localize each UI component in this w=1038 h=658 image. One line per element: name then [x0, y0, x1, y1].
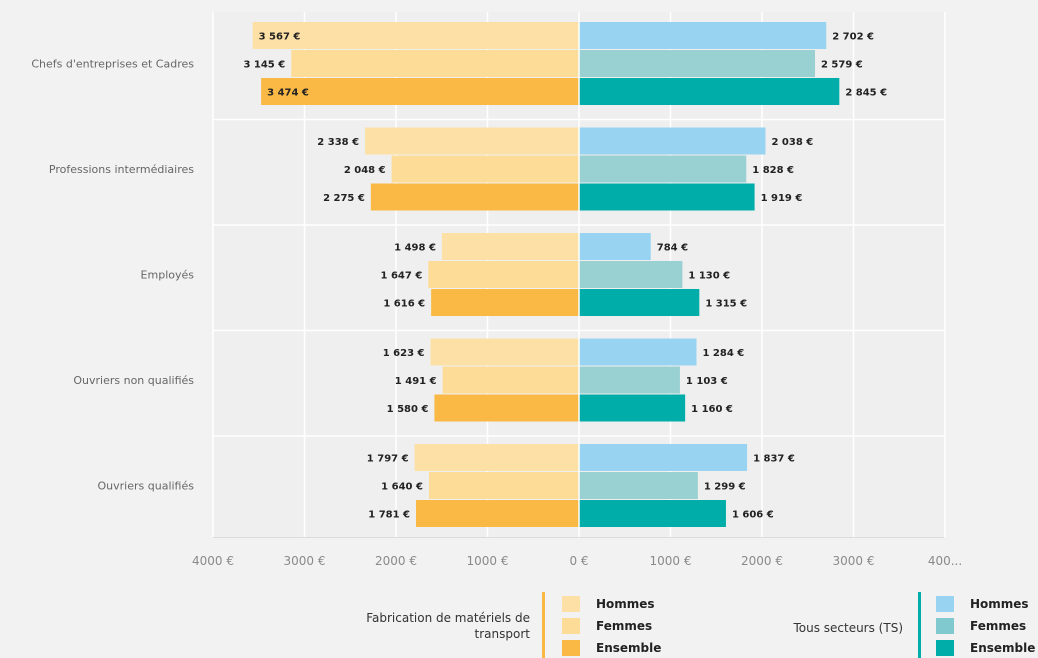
- bar-left-ensemble-ouvriers-qualifies: [416, 500, 579, 527]
- bar-left-ensemble-ouvriers-non-qualifies: [434, 394, 579, 422]
- category-label-professions-intermediaires: Professions intermédiaires: [49, 163, 194, 176]
- legend-right-label-ensemble: Ensemble: [970, 641, 1036, 655]
- value-label-left-femmes-chefs-d-entreprises-et-cadres: 3 145 €: [243, 60, 285, 71]
- legend-left-swatch-hommes: [562, 596, 580, 612]
- legend-right-swatch-ensemble: [936, 640, 954, 656]
- value-label-right-hommes-employes: 784 €: [657, 243, 688, 254]
- legend-left-swatch-femmes: [562, 618, 580, 634]
- bar-right-hommes-chefs-d-entreprises-et-cadres: [579, 22, 827, 49]
- x-tick-label-3: 1000 €: [467, 554, 509, 568]
- value-label-right-ensemble-employes: 1 315 €: [705, 299, 747, 310]
- value-label-right-ensemble-professions-intermediaires: 1 919 €: [761, 193, 803, 204]
- value-label-left-ensemble-chefs-d-entreprises-et-cadres: 3 474 €: [267, 88, 309, 99]
- value-label-right-hommes-ouvriers-qualifies: 1 837 €: [753, 454, 795, 465]
- bar-left-femmes-employes: [428, 261, 579, 288]
- x-tick-label-0: 4000 €: [192, 554, 234, 568]
- value-label-right-hommes-professions-intermediaires: 2 038 €: [771, 137, 813, 148]
- bar-right-ensemble-ouvriers-qualifies: [579, 500, 726, 527]
- bar-left-femmes-professions-intermediaires: [391, 155, 579, 183]
- bar-right-ensemble-ouvriers-non-qualifies: [579, 394, 686, 422]
- legend-left-label-ensemble: Ensemble: [596, 641, 662, 655]
- bar-right-femmes-ouvriers-non-qualifies: [579, 366, 680, 394]
- value-label-left-hommes-ouvriers-qualifies: 1 797 €: [367, 454, 409, 465]
- value-label-left-ensemble-employes: 1 616 €: [383, 299, 425, 310]
- x-tick-label-4: 0 €: [569, 554, 588, 568]
- bar-right-femmes-ouvriers-qualifies: [579, 472, 698, 499]
- bar-right-femmes-professions-intermediaires: [579, 155, 747, 183]
- legend-left: Fabrication de matériels de transport Ho…: [360, 592, 680, 658]
- value-label-left-ensemble-ouvriers-qualifies: 1 781 €: [368, 510, 410, 521]
- value-label-left-hommes-ouvriers-non-qualifies: 1 623 €: [383, 348, 425, 359]
- bar-right-hommes-ouvriers-non-qualifies: [579, 338, 697, 366]
- legend-right-label-femmes: Femmes: [970, 619, 1027, 633]
- value-label-right-femmes-chefs-d-entreprises-et-cadres: 2 579 €: [821, 60, 863, 71]
- diverging-bar-chart: Chefs d'entreprises et Cadres 3 567 € 3 14…: [31, 12, 962, 568]
- bar-left-hommes-ouvriers-non-qualifies: [430, 338, 579, 366]
- value-label-right-femmes-professions-intermediaires: 1 828 €: [752, 165, 794, 176]
- value-label-left-femmes-professions-intermediaires: 2 048 €: [344, 165, 386, 176]
- legend-left-title: Fabrication de matériels de transport: [366, 611, 530, 641]
- legend-left-divider: [542, 592, 545, 658]
- value-label-left-hommes-employes: 1 498 €: [394, 243, 436, 254]
- value-label-left-ensemble-professions-intermediaires: 2 275 €: [323, 193, 365, 204]
- category-label-ouvriers-qualifies: Ouvriers qualifiés: [98, 480, 195, 493]
- value-label-left-femmes-ouvriers-non-qualifies: 1 491 €: [395, 376, 437, 387]
- legend-right-title: Tous secteurs (TS): [793, 621, 903, 635]
- value-label-right-hommes-chefs-d-entreprises-et-cadres: 2 702 €: [832, 32, 874, 43]
- bar-left-ensemble-employes: [431, 289, 579, 316]
- x-tick-label-5: 1000 €: [650, 554, 692, 568]
- bar-left-femmes-ouvriers-non-qualifies: [442, 366, 579, 394]
- bar-right-hommes-employes: [579, 233, 651, 260]
- value-label-right-femmes-ouvriers-qualifies: 1 299 €: [704, 482, 746, 493]
- bar-right-ensemble-employes: [579, 289, 700, 316]
- category-label-chefs-d-entreprises-et-cadres: Chefs d'entreprises et Cadres: [31, 58, 194, 71]
- legend-right-divider: [918, 592, 921, 658]
- x-tick-label-2: 2000 €: [375, 554, 417, 568]
- value-label-left-hommes-chefs-d-entreprises-et-cadres: 3 567 €: [259, 32, 301, 43]
- bar-right-ensemble-chefs-d-entreprises-et-cadres: [579, 78, 840, 105]
- value-label-left-hommes-professions-intermediaires: 2 338 €: [317, 137, 359, 148]
- x-tick-label-7: 3000 €: [833, 554, 875, 568]
- category-label-employes: Employés: [141, 269, 195, 282]
- legend-left-label-femmes: Femmes: [596, 619, 653, 633]
- legend-right-swatch-femmes: [936, 618, 954, 634]
- value-label-right-ensemble-ouvriers-qualifies: 1 606 €: [732, 510, 774, 521]
- bar-left-hommes-ouvriers-qualifies: [414, 444, 579, 471]
- bar-left-femmes-chefs-d-entreprises-et-cadres: [291, 50, 579, 77]
- bar-right-hommes-ouvriers-qualifies: [579, 444, 748, 471]
- value-label-left-femmes-ouvriers-qualifies: 1 640 €: [381, 482, 423, 493]
- x-tick-label-6: 2000 €: [741, 554, 783, 568]
- bar-left-hommes-professions-intermediaires: [365, 127, 579, 155]
- legend-right: Tous secteurs (TS) Hommes Femmes Ensembl…: [740, 592, 1038, 658]
- bar-left-ensemble-chefs-d-entreprises-et-cadres: [261, 78, 579, 105]
- bar-right-hommes-professions-intermediaires: [579, 127, 766, 155]
- value-label-right-femmes-employes: 1 130 €: [688, 271, 730, 282]
- bar-left-femmes-ouvriers-qualifies: [428, 472, 579, 499]
- value-label-right-femmes-ouvriers-non-qualifies: 1 103 €: [686, 376, 728, 387]
- bar-right-ensemble-professions-intermediaires: [579, 183, 755, 211]
- legend-left-label-hommes: Hommes: [596, 597, 655, 611]
- bar-right-femmes-employes: [579, 261, 683, 288]
- legend-right-label-hommes: Hommes: [970, 597, 1029, 611]
- bar-left-ensemble-professions-intermediaires: [370, 183, 579, 211]
- legend-left-swatch-ensemble: [562, 640, 580, 656]
- bar-right-femmes-chefs-d-entreprises-et-cadres: [579, 50, 815, 77]
- value-label-right-ensemble-chefs-d-entreprises-et-cadres: 2 845 €: [845, 88, 887, 99]
- value-label-right-ensemble-ouvriers-non-qualifies: 1 160 €: [691, 404, 733, 415]
- category-label-ouvriers-non-qualifies: Ouvriers non qualifiés: [73, 374, 194, 387]
- value-label-right-hommes-ouvriers-non-qualifies: 1 284 €: [702, 348, 744, 359]
- bar-left-hommes-chefs-d-entreprises-et-cadres: [252, 22, 579, 49]
- value-label-left-ensemble-ouvriers-non-qualifies: 1 580 €: [387, 404, 429, 415]
- value-label-left-femmes-employes: 1 647 €: [381, 271, 423, 282]
- x-tick-label-8: 400...: [928, 554, 962, 568]
- bar-left-hommes-employes: [441, 233, 579, 260]
- legend-right-swatch-hommes: [936, 596, 954, 612]
- x-tick-label-1: 3000 €: [284, 554, 326, 568]
